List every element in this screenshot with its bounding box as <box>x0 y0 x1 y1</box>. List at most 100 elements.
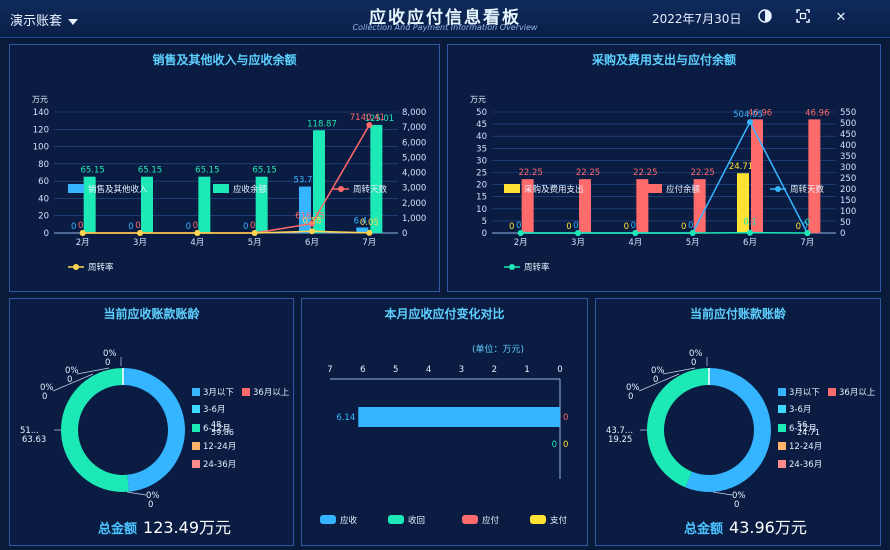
bar <box>83 176 96 233</box>
line-label: 0 <box>516 221 521 231</box>
y-axis-unit: 万元 <box>32 95 48 104</box>
donut-slice <box>60 368 129 492</box>
data-label: 0 <box>552 440 557 450</box>
account-selector[interactable]: 演示账套 <box>10 10 79 29</box>
legend-swatch <box>778 460 786 468</box>
line-point <box>366 122 373 129</box>
y-tick-label: 15 <box>476 193 487 203</box>
x-tick-label: 2月 <box>514 238 528 248</box>
series-line <box>82 124 370 234</box>
bar <box>521 179 534 233</box>
callout-value: 0 <box>148 500 153 510</box>
ap-aging-panel-title: 当前应付账款账龄 <box>689 307 786 321</box>
y2-tick-label: 7,000 <box>402 123 426 133</box>
callout-line <box>126 491 147 496</box>
x-tick-label: 2 <box>492 365 497 375</box>
y2-tick-label: 300 <box>840 163 856 173</box>
bar <box>141 176 153 233</box>
x-tick-label: 0 <box>557 365 562 375</box>
x-tick-label: 7月 <box>800 238 814 248</box>
legend-label: 36月以上 <box>839 388 876 398</box>
legend-label: 应付余额 <box>666 184 701 195</box>
legend-swatch <box>504 184 520 193</box>
line-label: 0 <box>135 221 140 231</box>
y-tick-label: 30 <box>476 156 487 166</box>
data-label: 6.14 <box>336 413 355 423</box>
callout-label: 0% <box>732 491 746 501</box>
theme-toggle-icon[interactable] <box>756 9 774 27</box>
bar <box>370 124 383 233</box>
legend-label: 12-24月 <box>203 442 236 452</box>
data-label: 65.15 <box>252 166 276 176</box>
callout-label: 48... <box>211 420 229 429</box>
legend-swatch <box>242 388 250 396</box>
monthly-panel: 本月应收应付变化对比 (单位：万元) 7 6 5 4 3 2 1 0 6.14 0 0 0 应收 收回 应付… <box>301 298 588 546</box>
data-label: 0 <box>566 222 571 232</box>
data-label: 0 <box>71 222 76 232</box>
legend-label: 24-36月 <box>203 460 236 470</box>
x-tick-label: 5月 <box>248 238 262 248</box>
y-tick-label: 45 <box>476 120 487 130</box>
ap-total: 总金额 43.96万元 <box>684 514 807 538</box>
y2-tick-label: 0 <box>840 229 845 239</box>
line-label: 0.58 <box>303 216 322 226</box>
legend-label: 支付 <box>550 515 568 526</box>
line-label: 0.1 <box>743 218 757 228</box>
legend-swatch <box>778 405 786 413</box>
y2-tick-label: 3,000 <box>402 184 426 194</box>
legend-label: 6-12月 <box>203 424 231 434</box>
legend-swatch <box>320 515 336 524</box>
callout-label: 56... <box>797 420 815 429</box>
legend-label: 3-6月 <box>203 405 225 415</box>
x-tick-label: 7月 <box>362 238 376 248</box>
legend-point <box>338 186 344 192</box>
fullscreen-icon[interactable] <box>794 9 812 27</box>
y-tick-label: 5 <box>482 217 487 227</box>
monthly-panel-title: 本月应收应付变化对比 <box>384 307 505 321</box>
bar <box>356 227 369 233</box>
y2-tick-label: 100 <box>840 207 856 217</box>
line-point <box>632 230 639 236</box>
bar <box>299 186 311 233</box>
y2-tick-label: 450 <box>840 130 856 140</box>
line-point <box>79 230 86 236</box>
legend-swatch <box>192 388 200 396</box>
sales-panel: 销售及其他收入与应收余额 万元 0 20 40 60 80 100 120 140 0 1,000 2… <box>9 44 440 292</box>
y2-tick-label: 5,000 <box>402 153 426 163</box>
callout-label: 0% <box>40 383 54 393</box>
legend-label: 36月以上 <box>253 388 290 398</box>
legend-swatch <box>778 388 786 396</box>
callout-label: 0% <box>689 349 703 359</box>
purchase-panel: 采购及费用支出与应付余额 万元 0 5 10 15 20 25 30 35 40 45 50 0 50 10… <box>447 44 881 292</box>
legend-label: 应付 <box>482 515 500 526</box>
line-point <box>575 230 581 236</box>
data-label: 0 <box>796 222 801 232</box>
callout-value: 0 <box>105 358 110 368</box>
legend-point <box>775 186 781 192</box>
bar <box>737 173 749 233</box>
callout-label: 0% <box>651 366 665 376</box>
x-tick-label: 5月 <box>686 238 700 248</box>
legend-label: 3月以下 <box>203 388 234 398</box>
y-tick-label: 50 <box>476 108 487 118</box>
data-label: 53.7 <box>294 176 313 186</box>
callout-label: 43.7... <box>606 426 633 436</box>
data-label: 46.96 <box>748 108 772 118</box>
legend-swatch <box>646 184 662 193</box>
chevron-down-icon <box>68 18 79 25</box>
legend-label: 周转率 <box>524 262 550 273</box>
legend-swatch <box>192 442 200 450</box>
y-tick-label: 20 <box>476 181 487 191</box>
page-title: 应收应付信息看板 <box>369 8 521 28</box>
y2-tick-label: 0 <box>402 229 407 239</box>
y2-tick-label: 350 <box>840 152 856 162</box>
y-tick-label: 100 <box>33 143 49 153</box>
data-label: 65.15 <box>138 166 162 176</box>
legend-label: 6-12月 <box>789 424 817 434</box>
line-label: 0 <box>631 221 636 231</box>
callout-value: 63.63 <box>22 435 46 445</box>
bar <box>693 179 706 233</box>
line-label: 0 <box>803 221 808 231</box>
close-icon[interactable]: ✕ <box>835 10 847 25</box>
callout-label: 51... <box>20 426 39 436</box>
